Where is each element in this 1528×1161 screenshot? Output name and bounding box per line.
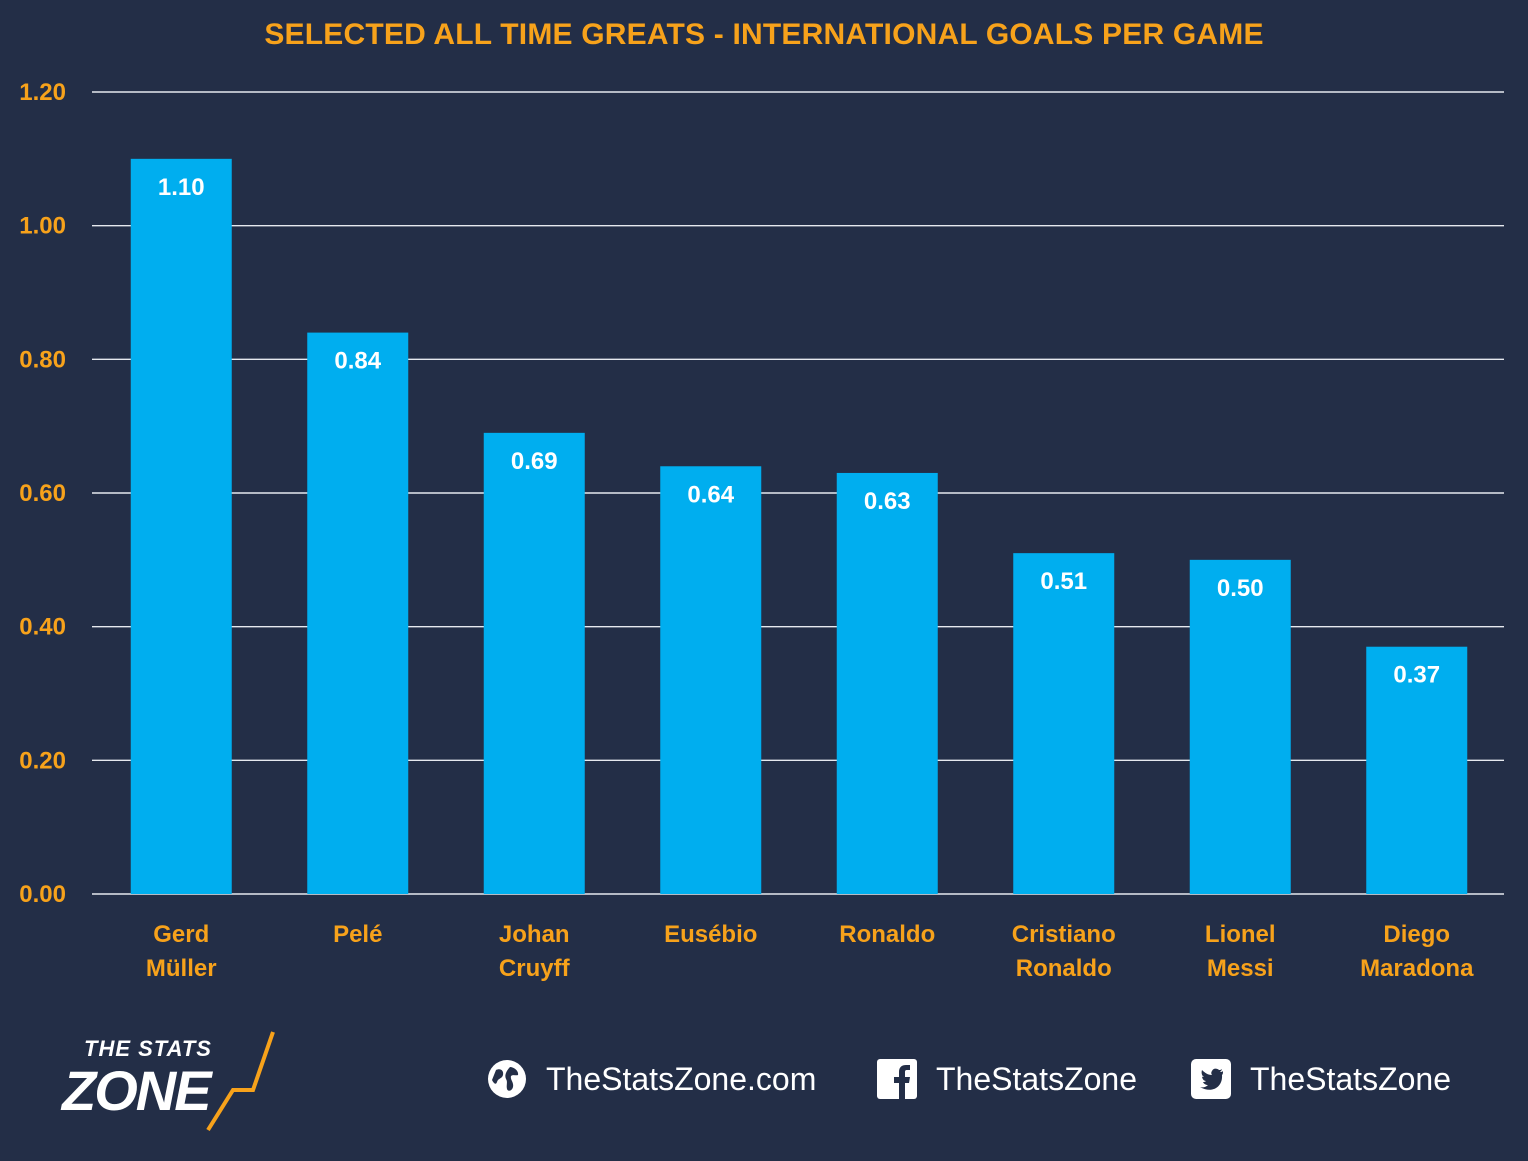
bar — [1189, 559, 1291, 894]
data-label: 0.64 — [687, 481, 734, 508]
data-label: 0.51 — [1040, 568, 1087, 595]
x-tick-label: Maradona — [1360, 955, 1474, 982]
x-tick-label: Johan — [499, 921, 570, 948]
twitter-text: TheStatsZone — [1250, 1060, 1451, 1097]
y-tick-label: 1.00 — [19, 213, 66, 240]
y-tick-label: 0.00 — [19, 881, 66, 908]
bar — [836, 472, 938, 894]
bar — [307, 332, 409, 895]
x-tick-label: Eusébio — [664, 921, 757, 948]
y-tick-label: 1.20 — [19, 79, 66, 106]
bar — [1013, 553, 1115, 894]
x-tick-label: Ronaldo — [1016, 955, 1112, 982]
twitter-icon — [1190, 1058, 1232, 1100]
data-label: 0.50 — [1217, 575, 1264, 602]
x-tick-label: Pelé — [333, 921, 382, 948]
bar-chart: 0.00 0.20 0.40 0.60 0.80 1.00 1.20 1.10 Gerd Müll… — [19, 79, 1504, 982]
facebook-icon — [876, 1058, 918, 1100]
bar — [1366, 646, 1468, 894]
bar — [130, 158, 232, 895]
facebook-link[interactable]: TheStatsZone — [876, 1056, 1137, 1102]
x-tick-label: Messi — [1207, 955, 1274, 982]
data-label: 1.10 — [158, 174, 205, 201]
x-tick-label: Ronaldo — [839, 921, 935, 948]
chart-title: SELECTED ALL TIME GREATS - INTERNATIONAL… — [264, 18, 1264, 51]
globe-icon — [486, 1058, 528, 1100]
data-label: 0.37 — [1393, 662, 1440, 689]
footer: THE STATS ZONE TheStatsZone.com TheStats… — [0, 1030, 1528, 1140]
logo-main-text: ZONE — [62, 1059, 212, 1122]
bar — [660, 466, 762, 894]
x-tick-label: Müller — [146, 955, 217, 982]
y-tick-label: 0.60 — [19, 480, 66, 507]
x-tick-label: Cruyff — [499, 955, 571, 982]
y-tick-label: 0.20 — [19, 747, 66, 774]
x-tick-label: Cristiano — [1012, 921, 1116, 948]
bar — [483, 432, 585, 894]
data-label: 0.69 — [511, 448, 558, 475]
y-tick-label: 0.80 — [19, 346, 66, 373]
x-tick-label: Lionel — [1205, 921, 1276, 948]
x-tick-label: Gerd — [153, 921, 209, 948]
data-label: 0.84 — [334, 348, 381, 375]
logo-top-text: THE STATS — [84, 1036, 212, 1061]
stats-zone-logo: THE STATS ZONE — [58, 1030, 328, 1135]
twitter-link[interactable]: TheStatsZone — [1190, 1056, 1451, 1102]
data-label: 0.63 — [864, 488, 911, 515]
facebook-text: TheStatsZone — [936, 1060, 1137, 1097]
x-tick-label: Diego — [1383, 921, 1450, 948]
website-link[interactable]: TheStatsZone.com — [486, 1056, 816, 1102]
website-text: TheStatsZone.com — [546, 1060, 817, 1097]
y-tick-label: 0.40 — [19, 614, 66, 641]
